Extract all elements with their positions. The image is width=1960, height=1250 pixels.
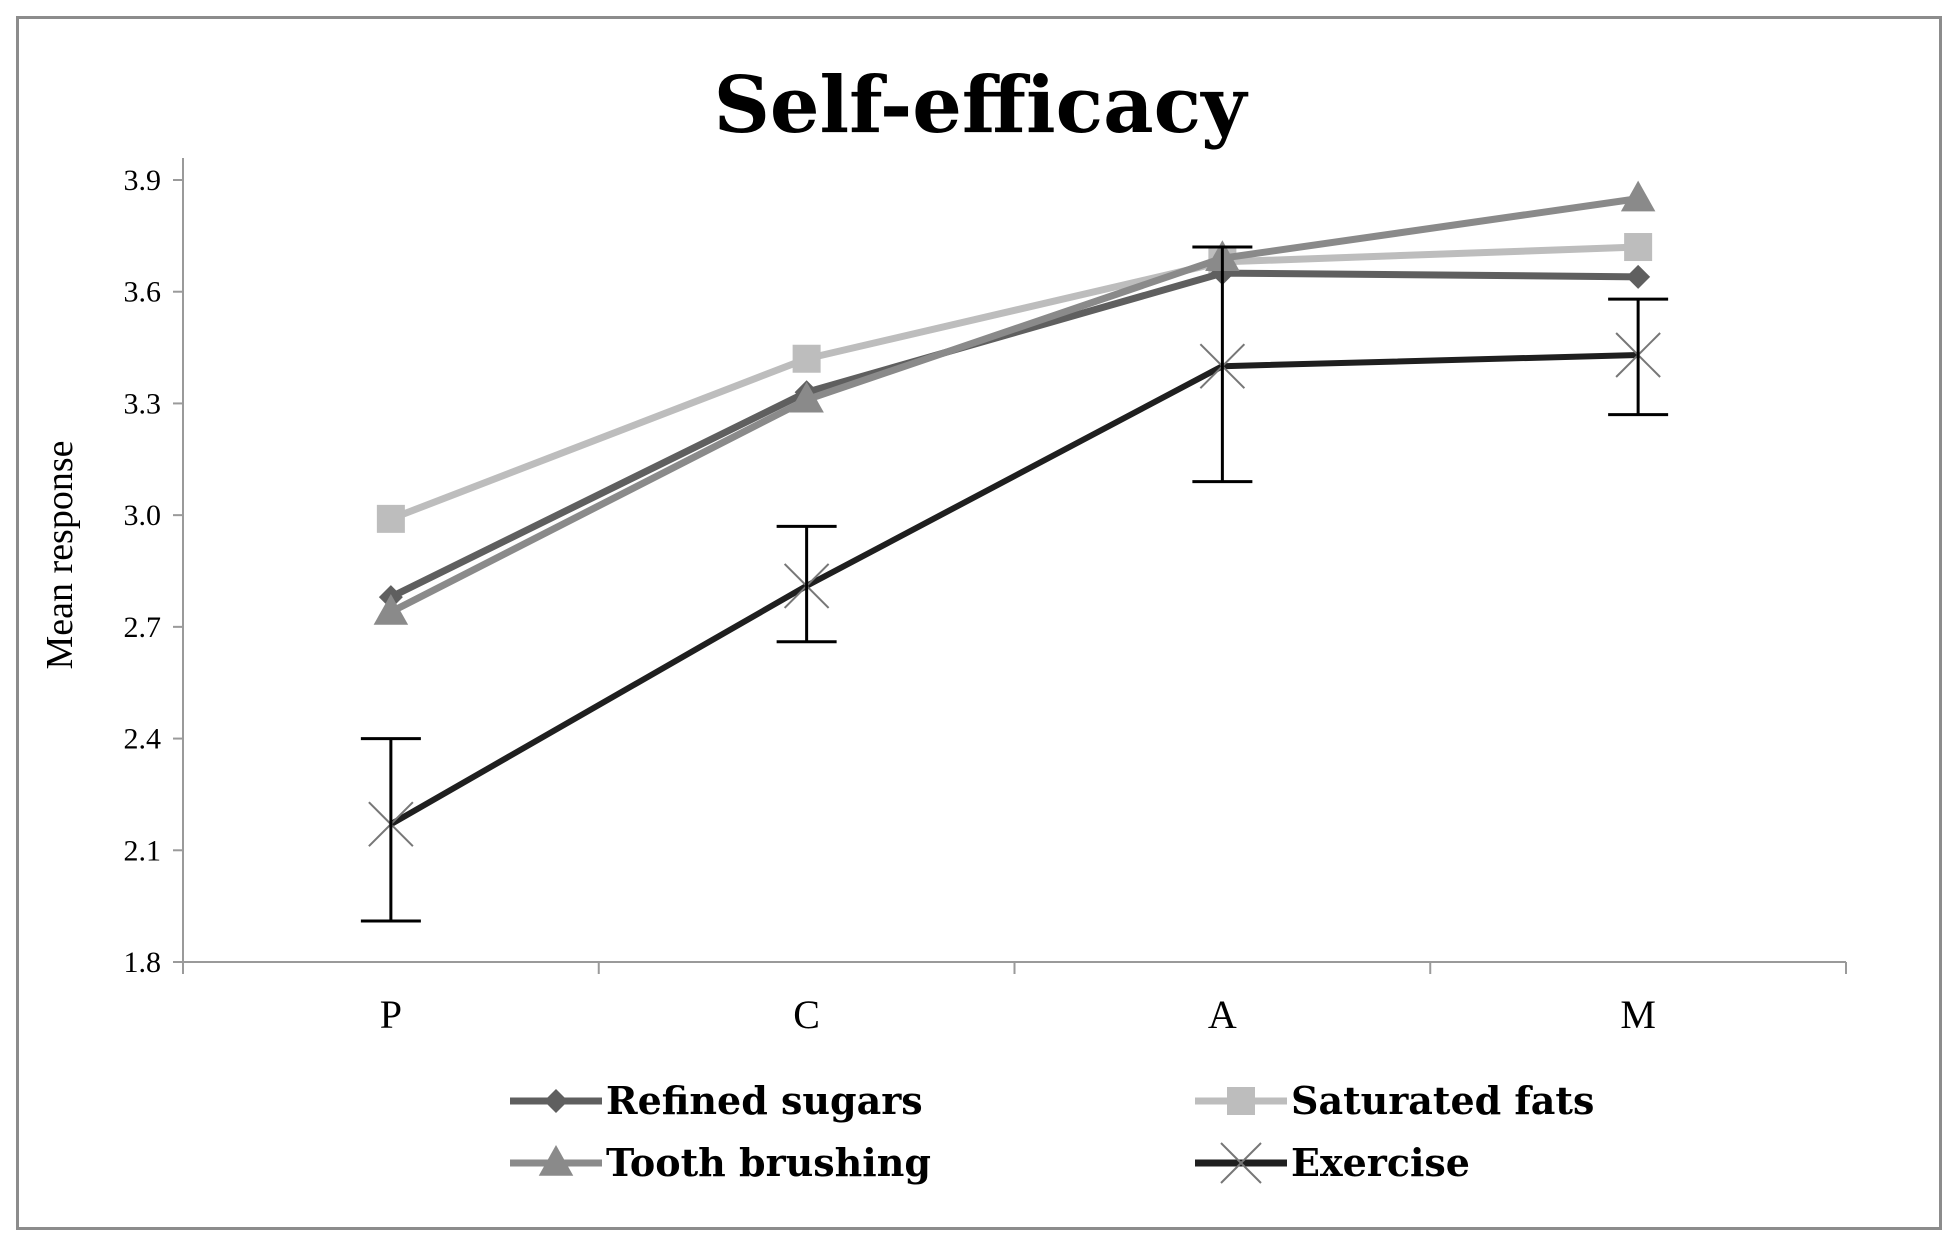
x-tick-label: P xyxy=(380,992,402,1037)
legend-item-tooth-brushing: Tooth brushing xyxy=(510,1140,931,1185)
series-line xyxy=(389,195,1639,616)
marker-stroke xyxy=(1220,1142,1262,1184)
data-point xyxy=(789,381,824,413)
legend-item-saturated-fats: Saturated fats xyxy=(1195,1078,1594,1123)
y-tick-label: 2.1 xyxy=(124,834,162,867)
error-bar xyxy=(1608,297,1669,417)
y-tick-label: 3.6 xyxy=(124,276,162,309)
error-bar xyxy=(776,524,837,644)
y-tick-label: 3.0 xyxy=(124,499,162,532)
series-group xyxy=(368,180,1661,847)
legend-label: Saturated fats xyxy=(1291,1078,1594,1123)
series-saturated-fats xyxy=(376,233,1653,533)
series-line xyxy=(389,269,1639,601)
legend-item-exercise: Exercise xyxy=(1195,1140,1470,1185)
legend: Refined sugars Saturated fats Tooth brushi… xyxy=(510,1078,1594,1185)
series-line xyxy=(389,243,1639,523)
y-tick-label: 2.7 xyxy=(124,611,162,644)
series-tooth-brushing xyxy=(373,180,1656,625)
legend-swatch-marker xyxy=(544,1089,568,1113)
data-point xyxy=(1626,264,1651,289)
data-point xyxy=(376,504,405,533)
error-bar xyxy=(1192,245,1253,484)
y-tick-label: 2.4 xyxy=(124,723,162,756)
chart-frame xyxy=(16,16,1942,1230)
axes: 1.8 2.1 2.4 2.7 3.0 3.3 3.6 3.9 P C A M xyxy=(124,158,1847,1037)
legend-item-refined-sugars: Refined sugars xyxy=(510,1078,923,1123)
data-point xyxy=(1620,180,1656,212)
series-exercise xyxy=(368,332,1661,847)
x-tick-label: A xyxy=(1208,992,1237,1037)
legend-label: Exercise xyxy=(1291,1140,1470,1185)
data-point xyxy=(1624,233,1653,262)
chart-title: Self-efficacy xyxy=(714,60,1250,151)
legend-swatch-marker xyxy=(1227,1087,1255,1115)
data-point xyxy=(792,344,821,373)
data-point xyxy=(373,593,409,625)
legend-swatch-marker xyxy=(538,1145,574,1176)
y-tick-label: 3.9 xyxy=(124,164,162,197)
x-tick-label: C xyxy=(793,992,820,1037)
legend-label: Tooth brushing xyxy=(606,1140,931,1185)
x-tick-label: M xyxy=(1620,992,1656,1037)
y-tick-label: 3.3 xyxy=(124,387,162,420)
error-bar xyxy=(360,737,421,923)
legend-label: Refined sugars xyxy=(606,1078,923,1123)
y-tick-label: 1.8 xyxy=(124,946,162,979)
series-line xyxy=(389,352,1639,827)
y-axis-label: Mean response xyxy=(39,441,81,670)
legend-swatch-marker xyxy=(1220,1142,1262,1184)
error-bars xyxy=(360,245,1669,923)
